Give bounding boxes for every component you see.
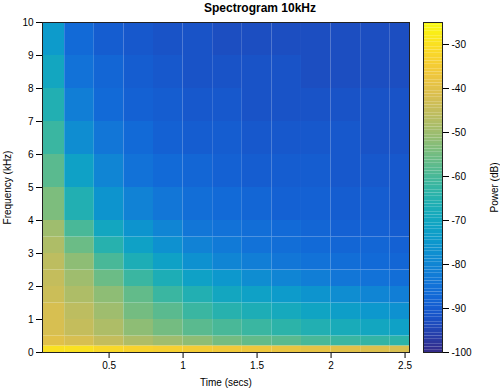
svg-text:0: 0 [28,347,34,358]
svg-text:0.5: 0.5 [102,360,116,371]
svg-text:3: 3 [28,248,34,259]
svg-text:7: 7 [28,116,34,127]
svg-text:-40: -40 [452,83,467,94]
svg-text:2: 2 [28,281,34,292]
svg-text:-50: -50 [452,127,467,138]
svg-text:1.5: 1.5 [250,360,264,371]
svg-text:-90: -90 [452,303,467,314]
svg-text:1: 1 [28,314,34,325]
svg-text:8: 8 [28,83,34,94]
svg-text:-80: -80 [452,259,467,270]
svg-text:9: 9 [28,50,34,61]
svg-text:-100: -100 [452,347,472,358]
svg-text:Time (secs): Time (secs) [200,377,252,388]
svg-text:10: 10 [22,17,34,28]
svg-text:-30: -30 [452,39,467,50]
svg-text:Frequency (kHz): Frequency (kHz) [2,151,13,225]
svg-text:Power (dB): Power (dB) [489,162,500,212]
svg-text:6: 6 [28,149,34,160]
html-text:Spectrogram 10kHz: Spectrogram 10kHz [204,1,316,15]
svg-text:5: 5 [28,182,34,193]
svg-text:2.5: 2.5 [398,360,412,371]
svg-text:-60: -60 [452,171,467,182]
svg-text:2: 2 [328,360,334,371]
svg-text:4: 4 [28,215,34,226]
svg-text:1: 1 [180,360,186,371]
svg-text:-70: -70 [452,215,467,226]
